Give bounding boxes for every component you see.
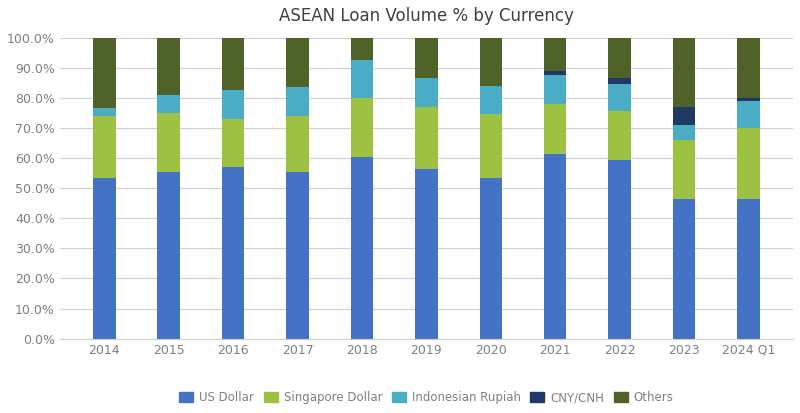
Bar [286,116,309,171]
Bar [350,98,374,157]
Bar [544,71,566,75]
Bar [479,86,502,114]
Bar [415,78,438,107]
Bar [286,171,309,339]
Bar [158,95,180,113]
Bar [737,38,760,98]
Bar [608,84,631,112]
Bar [350,38,374,60]
Bar [737,128,760,199]
Bar [608,159,631,339]
Bar [286,38,309,87]
Bar [544,154,566,339]
Bar [673,140,695,199]
Bar [479,38,502,86]
Bar [673,199,695,339]
Bar [222,38,244,90]
Bar [608,112,631,159]
Legend: US Dollar, Singapore Dollar, Indonesian Rupiah, CNY/CNH, Others: US Dollar, Singapore Dollar, Indonesian … [174,387,678,409]
Bar [350,157,374,339]
Bar [222,167,244,339]
Bar [737,101,760,128]
Bar [479,114,502,178]
Bar [415,38,438,78]
Bar [415,107,438,169]
Bar [415,169,438,339]
Bar [737,199,760,339]
Bar [673,125,695,140]
Bar [158,38,180,95]
Bar [608,38,631,78]
Bar [544,104,566,154]
Bar [158,171,180,339]
Bar [350,60,374,98]
Title: ASEAN Loan Volume % by Currency: ASEAN Loan Volume % by Currency [279,7,574,25]
Bar [737,98,760,101]
Bar [544,75,566,104]
Bar [93,38,115,108]
Bar [479,178,502,339]
Bar [222,90,244,119]
Bar [93,108,115,116]
Bar [93,178,115,339]
Bar [286,87,309,116]
Bar [544,38,566,71]
Bar [222,119,244,167]
Bar [673,38,695,107]
Bar [608,78,631,84]
Bar [93,116,115,178]
Bar [673,107,695,125]
Bar [158,113,180,171]
